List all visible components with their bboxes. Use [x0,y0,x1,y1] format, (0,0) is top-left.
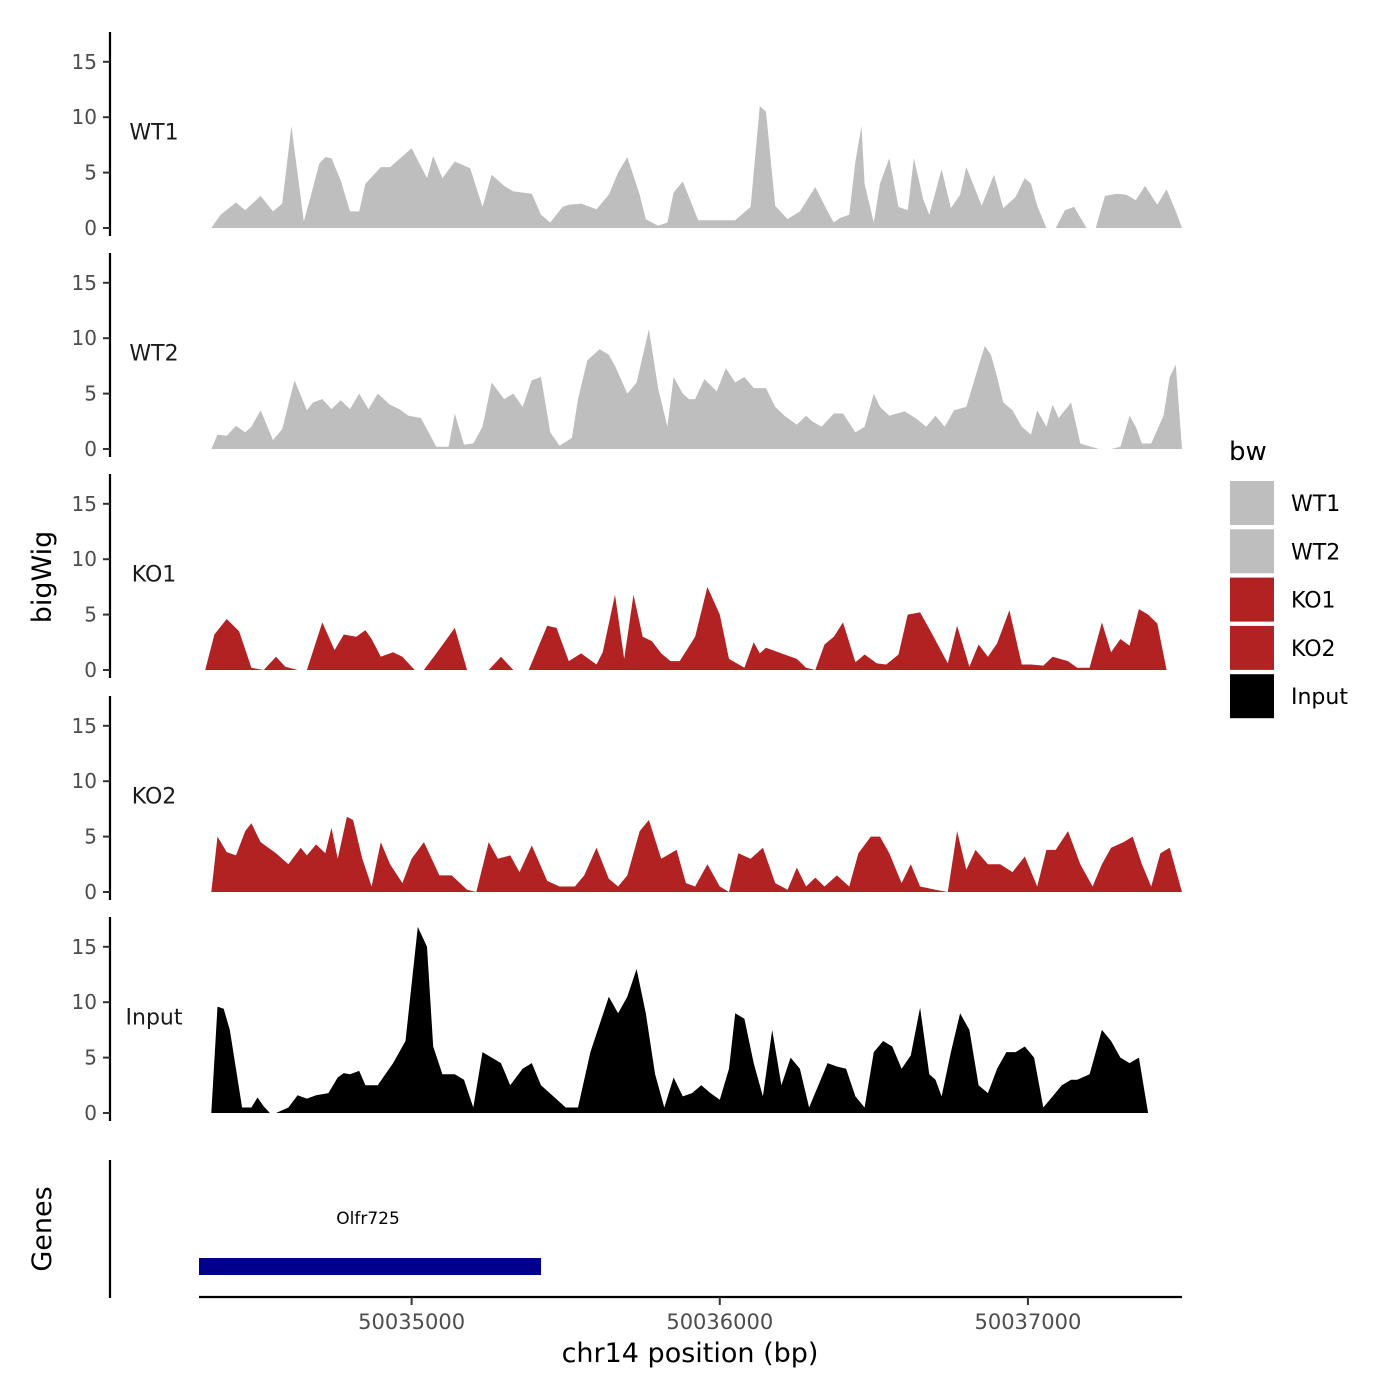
signal-tracks: 0 5 10 15 WT1 0 5 10 15 WT2 0 5 10 15 KO1 0 5 10 15 KO2 0 5 10… [72,32,1183,1125]
track-WT2: 0 5 10 15 WT2 [72,253,1183,461]
y-tick-label: 15 [72,50,97,74]
y-tick-label: 15 [72,714,97,738]
legend-swatch-Input [1228,672,1276,721]
y-tick-label: 10 [72,769,97,793]
legend-label-Input: Input [1291,685,1348,710]
signal-area-KO2 [211,816,1183,892]
gene-label: Olfr725 [336,1209,400,1229]
legend-label-KO1: KO1 [1291,589,1336,614]
y-tick-label: 0 [84,658,97,682]
signal-area-WT1 [211,106,1183,228]
y-tick-label: 0 [84,880,97,904]
y-tick-label: 0 [84,216,97,240]
track-label: Input [126,1005,183,1030]
legend-swatch-KO1 [1228,575,1276,624]
genes-panel: Genes Olfr725 [27,1160,542,1298]
legend-label-KO2: KO2 [1291,637,1336,662]
track-WT1: 0 5 10 15 WT1 [72,32,1183,240]
legend-label-WT1: WT1 [1291,492,1340,517]
y-tick-label: 5 [84,382,97,406]
track-label: WT2 [129,341,178,366]
signal-area-KO1 [205,586,1182,670]
x-tick-label: 50035000 [358,1310,465,1334]
legend-swatch-WT1 [1228,479,1276,527]
x-tick-label: 50037000 [974,1310,1081,1334]
y-tick-label: 15 [72,935,97,959]
legend: bw WT1 WT2 KO1 KO2 Input [1228,437,1348,721]
signal-area-WT2 [211,329,1183,449]
y-tick-label: 5 [84,603,97,627]
gene-model-Olfr725 [199,1258,542,1275]
y-tick-label: 10 [72,326,97,350]
track-label: KO2 [132,784,177,809]
legend-title: bw [1229,437,1267,467]
x-tick-label: 50036000 [666,1310,773,1334]
x-axis: chr14 position (bp) 50035000 50036000 5003… [199,1295,1182,1369]
y-tick-label: 5 [84,825,97,849]
legend-swatch-KO2 [1228,623,1276,672]
track-KO2: 0 5 10 15 KO2 [72,696,1183,904]
legend-swatch-WT2 [1228,527,1276,576]
y-tick-label: 5 [84,161,97,185]
genes-panel-title: Genes [27,1186,58,1271]
track-label: KO1 [132,562,177,587]
y-tick-label: 10 [72,990,97,1014]
x-axis-title: chr14 position (bp) [562,1338,819,1369]
y-tick-label: 15 [72,492,97,516]
track-label: WT1 [129,120,178,145]
y-tick-label: 10 [72,105,97,129]
y-tick-label: 15 [72,271,97,295]
y-tick-label: 0 [84,437,97,461]
track-KO1: 0 5 10 15 KO1 [72,474,1182,682]
y-tick-label: 5 [84,1046,97,1070]
signal-area-Input [211,926,1183,1113]
y-tick-label: 10 [72,547,97,571]
legend-label-WT2: WT2 [1291,540,1340,565]
track-Input: 0 5 10 15 Input [72,917,1183,1125]
y-tick-label: 0 [84,1101,97,1125]
y-axis-title: bigWig [27,531,58,624]
